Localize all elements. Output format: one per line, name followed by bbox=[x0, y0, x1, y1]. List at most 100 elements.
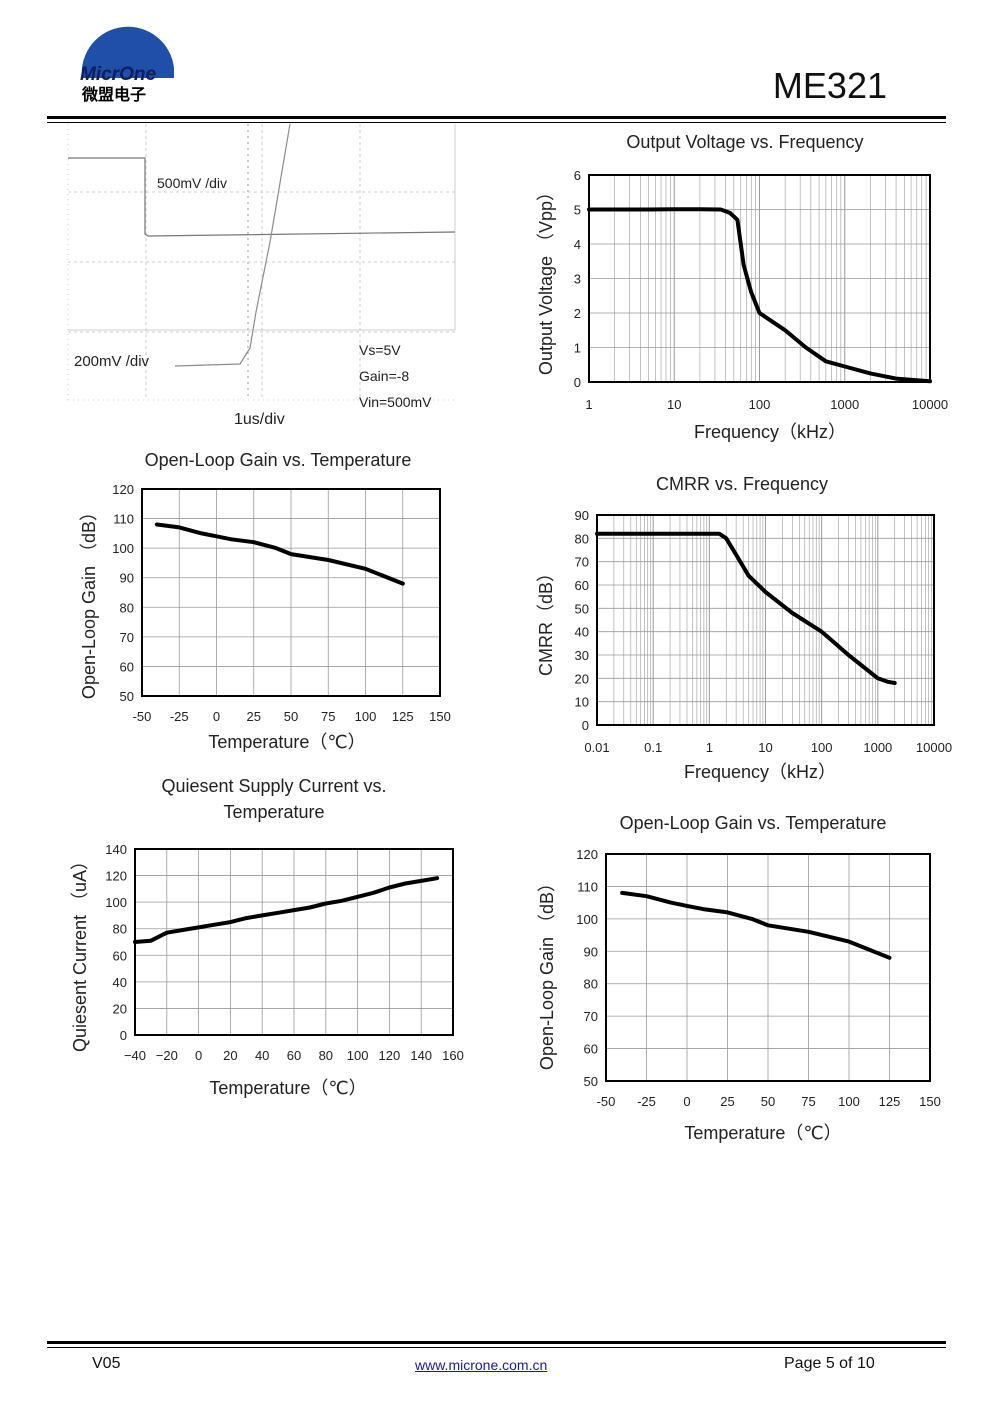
x-tick-label: 25 bbox=[720, 1094, 734, 1109]
y-tick-label: 30 bbox=[575, 648, 589, 663]
y-tick-label: 100 bbox=[576, 912, 598, 927]
x-tick-label: 160 bbox=[442, 1048, 464, 1063]
x-tick-label: 0.1 bbox=[644, 740, 662, 755]
x-tick-label: −40 bbox=[124, 1048, 146, 1063]
scope-input-trace bbox=[68, 157, 456, 237]
header-rule bbox=[47, 116, 946, 119]
x-tick-label: 100 bbox=[347, 1048, 369, 1063]
y-axis-label: Open-Loop Gain （dB） bbox=[537, 874, 557, 1070]
y-axis-label: CMRR（dB） bbox=[536, 564, 556, 676]
x-tick-label: 0.01 bbox=[584, 740, 609, 755]
x-tick-label: 10 bbox=[758, 740, 772, 755]
y-tick-label: 90 bbox=[575, 508, 589, 523]
ch2-scale: 200mV /div bbox=[74, 353, 150, 370]
y-tick-label: 6 bbox=[574, 168, 581, 183]
chart-quiescent-current: Quiesent Supply Current vs. Temperature … bbox=[70, 776, 464, 1098]
y-tick-label: 0 bbox=[120, 1028, 127, 1043]
x-tick-label: 0 bbox=[213, 709, 220, 724]
x-tick-label: 10000 bbox=[912, 397, 948, 412]
x-tick-label: 1 bbox=[706, 740, 713, 755]
footer-page-number: Page 5 of 10 bbox=[784, 1355, 875, 1372]
chart-title: CMRR vs. Frequency bbox=[656, 474, 828, 494]
x-tick-label: 50 bbox=[284, 709, 298, 724]
y-tick-label: 120 bbox=[576, 847, 598, 862]
footer-website-link[interactable]: www.microne.com.cn bbox=[415, 1357, 548, 1373]
x-tick-label: 100 bbox=[749, 397, 771, 412]
y-tick-label: 20 bbox=[113, 1001, 127, 1016]
y-tick-label: 100 bbox=[112, 541, 134, 556]
footer-version: V05 bbox=[92, 1355, 121, 1372]
y-tick-label: 40 bbox=[575, 625, 589, 640]
plot-frame bbox=[596, 514, 935, 726]
logo-text: MicrOne bbox=[80, 64, 156, 85]
y-tick-label: 90 bbox=[584, 944, 598, 959]
y-tick-label: 5 bbox=[574, 203, 581, 218]
y-tick-label: 70 bbox=[120, 630, 134, 645]
x-axis-label: Frequency（kHz） bbox=[684, 762, 836, 782]
x-tick-label: -50 bbox=[597, 1094, 616, 1109]
y-tick-label: 2 bbox=[574, 306, 581, 321]
y-tick-label: 110 bbox=[577, 879, 598, 894]
x-tick-label: 25 bbox=[247, 709, 261, 724]
y-tick-label: 50 bbox=[584, 1074, 598, 1089]
x-tick-label: 10000 bbox=[916, 740, 952, 755]
x-axis-label: Temperature（℃） bbox=[684, 1123, 841, 1143]
x-tick-label: 125 bbox=[879, 1094, 901, 1109]
x-tick-label: 1000 bbox=[830, 397, 859, 412]
y-tick-label: 50 bbox=[120, 689, 134, 704]
chart-open-loop-gain-right: Open-Loop Gain vs. Temperature Open-Loop… bbox=[537, 813, 941, 1143]
cond-gain: Gain=-8 bbox=[359, 368, 409, 384]
y-axis-label: Open-Loop Gain （dB） bbox=[79, 503, 99, 699]
y-tick-label: 60 bbox=[584, 1042, 598, 1057]
y-tick-label: 120 bbox=[112, 482, 134, 497]
plot-frame bbox=[141, 488, 441, 697]
cond-vin: Vin=500mV bbox=[359, 394, 432, 410]
cond-vs: Vs=5V bbox=[359, 342, 401, 358]
ch1-scale: 500mV /div bbox=[157, 175, 227, 191]
series-line bbox=[154, 522, 405, 586]
chart-open-loop-gain-left: Open-Loop Gain vs. Temperature Open-Loop… bbox=[79, 450, 451, 752]
x-tick-label: 150 bbox=[919, 1094, 941, 1109]
x-axis-label: Frequency（kHz） bbox=[694, 422, 846, 442]
microne-logo: MicrOne 微盟电子 bbox=[78, 22, 178, 104]
plot-frame bbox=[588, 174, 931, 383]
y-tick-label: 4 bbox=[574, 237, 581, 252]
x-tick-label: 0 bbox=[195, 1048, 202, 1063]
y-tick-label: 0 bbox=[574, 375, 581, 390]
x-tick-label: 100 bbox=[355, 709, 377, 724]
plot-frame bbox=[605, 853, 931, 1082]
chart-title-line1: Quiesent Supply Current vs. bbox=[161, 776, 386, 796]
y-tick-label: 110 bbox=[113, 512, 134, 527]
y-tick-label: 80 bbox=[113, 922, 127, 937]
y-tick-label: 120 bbox=[105, 869, 127, 884]
y-axis-label: Quiesent Current （uA） bbox=[70, 852, 90, 1052]
x-tick-label: 50 bbox=[761, 1094, 775, 1109]
y-tick-label: 60 bbox=[575, 578, 589, 593]
y-tick-label: 80 bbox=[584, 977, 598, 992]
y-tick-label: 10 bbox=[575, 695, 589, 710]
x-tick-label: -25 bbox=[637, 1094, 656, 1109]
x-tick-label: -50 bbox=[133, 709, 152, 724]
x-axis-label: Temperature（℃） bbox=[208, 732, 365, 752]
y-tick-label: 90 bbox=[120, 571, 134, 586]
plot-frame bbox=[134, 848, 454, 1036]
y-tick-label: 40 bbox=[113, 975, 127, 990]
chart-cmrr: CMRR vs. Frequency CMRR（dB） Frequency（kH… bbox=[536, 474, 952, 782]
y-tick-label: 60 bbox=[113, 948, 127, 963]
y-tick-label: 80 bbox=[120, 600, 134, 615]
footer-rule bbox=[47, 1341, 946, 1344]
y-tick-label: 1 bbox=[574, 341, 581, 356]
series-line bbox=[133, 876, 440, 944]
time-scale: 1us/div bbox=[234, 411, 285, 428]
y-tick-label: 0 bbox=[582, 718, 589, 733]
x-tick-label: -25 bbox=[170, 709, 189, 724]
x-tick-label: 1000 bbox=[863, 740, 892, 755]
x-tick-label: −20 bbox=[156, 1048, 178, 1063]
scope-capture: 500mV /div 200mV /div 1us/div Vs=5V Gain… bbox=[67, 123, 456, 428]
footer-rule-thin bbox=[47, 1347, 946, 1348]
x-tick-label: 75 bbox=[801, 1094, 815, 1109]
scope-output-trace bbox=[174, 123, 291, 367]
chart-title-line2: Temperature bbox=[223, 802, 324, 822]
scope-grid bbox=[68, 124, 455, 400]
x-axis-label: Temperature（℃） bbox=[209, 1078, 366, 1098]
